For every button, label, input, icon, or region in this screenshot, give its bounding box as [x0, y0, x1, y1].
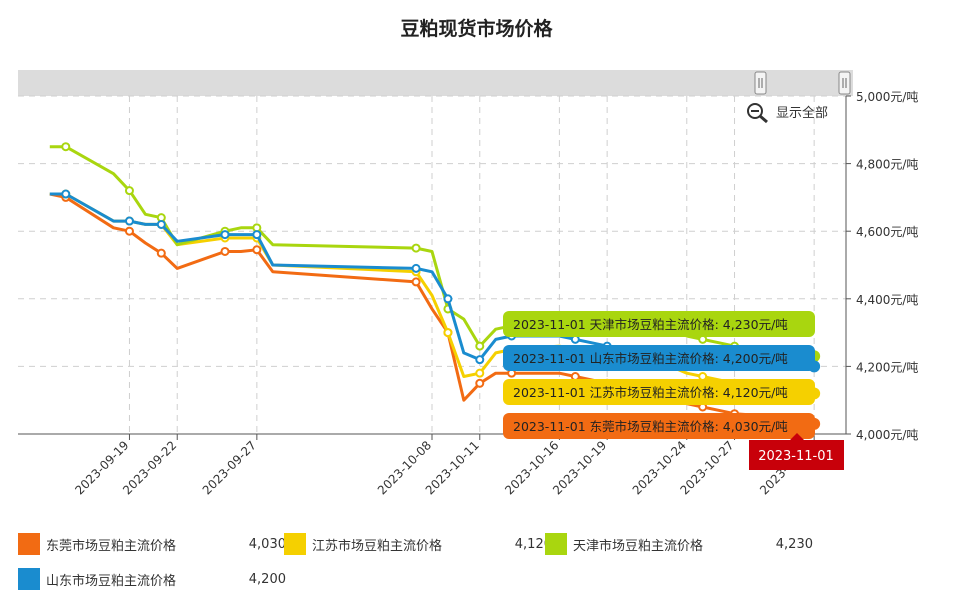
legend-label: 天津市场豆粕主流价格 [573, 538, 704, 554]
data-point-dongguan[interactable] [252, 245, 262, 255]
tooltip-tianjin: 2023-11-01 天津市场豆粕主流价格: 4,230元/吨 [503, 311, 815, 337]
legend-label: 山东市场豆粕主流价格 [46, 573, 177, 589]
cursor-date-pointer [790, 433, 804, 440]
navigator-handle-left[interactable] [754, 71, 767, 95]
tooltip-box [503, 379, 815, 405]
data-point-dongguan[interactable] [570, 372, 580, 382]
tooltip-text: 2023-11-01 东莞市场豆粕主流价格: 4,030元/吨 [513, 419, 788, 434]
y-tick-label: 5,000元/吨 [856, 90, 918, 104]
navigator-bar[interactable] [18, 70, 853, 96]
legend-label: 东莞市场豆粕主流价格 [46, 538, 177, 554]
tooltip-group: 2023-11-01 天津市场豆粕主流价格: 4,230元/吨 2023-11-0… [503, 311, 844, 470]
data-point-dongguan[interactable] [411, 277, 421, 287]
data-point-shandong[interactable] [443, 294, 453, 304]
data-point-tianjin[interactable] [475, 341, 485, 351]
legend-swatch [545, 533, 567, 555]
tooltip-shandong: 2023-11-01 山东市场豆粕主流价格: 4,200元/吨 [503, 345, 815, 371]
data-point-shandong[interactable] [220, 230, 230, 240]
legend: 东莞市场豆粕主流价格 4,030 江苏市场豆粕主流价格 4,120 天津市场豆粕主流价格… [0, 530, 953, 609]
tooltip-jiangsu: 2023-11-01 江苏市场豆粕主流价格: 4,120元/吨 [503, 379, 815, 405]
data-point-dongguan[interactable] [124, 226, 134, 236]
cursor-date-box [749, 440, 844, 470]
data-point-shandong[interactable] [252, 230, 262, 240]
tooltip-dongguan: 2023-11-01 东莞市场豆粕主流价格: 4,030元/吨 [503, 413, 815, 439]
zoom-reset-button[interactable]: 显示全部 [747, 103, 828, 124]
zoom-reset-label: 显示全部 [776, 105, 828, 121]
data-point-dongguan[interactable] [156, 248, 166, 258]
tooltip-text: 2023-11-01 江苏市场豆粕主流价格: 4,120元/吨 [513, 385, 788, 400]
legend-swatch [18, 568, 40, 590]
data-point-shandong[interactable] [156, 219, 166, 229]
data-point-shandong[interactable] [61, 189, 71, 199]
data-point-jiangsu[interactable] [475, 368, 485, 378]
legend-swatch [284, 533, 306, 555]
data-point-shandong[interactable] [475, 355, 485, 365]
legend-item-jiangsu[interactable]: 江苏市场豆粕主流价格 4,120 [284, 532, 552, 556]
tooltip-text: 2023-11-01 山东市场豆粕主流价格: 4,200元/吨 [513, 351, 788, 366]
y-tick-label: 4,200元/吨 [856, 360, 918, 374]
zoom-out-icon [747, 103, 768, 124]
legend-value: 4,230 [775, 536, 813, 552]
data-point-dongguan[interactable] [220, 246, 230, 256]
data-point-tianjin[interactable] [124, 186, 134, 196]
y-tick-label: 4,600元/吨 [856, 225, 918, 239]
tooltip-box [503, 345, 815, 371]
x-tick-label: 2023-09-27 [200, 438, 259, 497]
legend-value: 4,030 [248, 536, 286, 552]
cursor-date-text: 2023-11-01 [758, 449, 834, 464]
legend-item-tianjin[interactable]: 天津市场豆粕主流价格 4,230 [545, 532, 813, 556]
cursor-date-label: 2023-11-01 [749, 433, 844, 470]
tooltip-box [503, 413, 815, 439]
line-chart: 显示全部 4,000元/吨 4,200元/吨 4,400元/吨 4,600元/吨 4,8… [18, 70, 918, 497]
data-point-tianjin[interactable] [61, 142, 71, 152]
data-point-tianjin[interactable] [411, 243, 421, 253]
data-point-shandong[interactable] [411, 263, 421, 273]
y-tick-label: 4,000元/吨 [856, 428, 918, 442]
chart-title: 豆粕现货市场价格 [400, 18, 553, 40]
data-point-jiangsu[interactable] [443, 328, 453, 338]
tooltip-box [503, 311, 815, 337]
legend-label: 江苏市场豆粕主流价格 [312, 538, 443, 554]
data-point-jiangsu[interactable] [698, 372, 708, 382]
legend-value: 4,200 [248, 571, 286, 587]
data-point-dongguan[interactable] [475, 378, 485, 388]
y-tick-label: 4,400元/吨 [856, 293, 918, 307]
grid [18, 95, 846, 435]
tooltip-text: 2023-11-01 天津市场豆粕主流价格: 4,230元/吨 [513, 317, 788, 332]
legend-item-dongguan[interactable]: 东莞市场豆粕主流价格 4,030 [18, 532, 286, 556]
y-tick-label: 4,800元/吨 [856, 158, 918, 172]
legend-value: 4,120 [514, 536, 552, 552]
legend-item-shandong[interactable]: 山东市场豆粕主流价格 4,200 [18, 567, 286, 591]
navigator-handle-right[interactable] [838, 71, 851, 95]
data-point-shandong[interactable] [124, 216, 134, 226]
legend-swatch [18, 533, 40, 555]
